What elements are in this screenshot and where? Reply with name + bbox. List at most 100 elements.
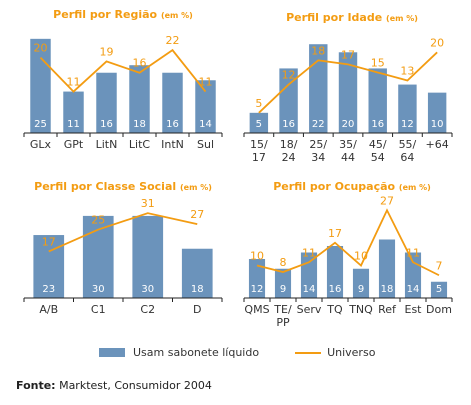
line-value-label: 18: [311, 44, 325, 57]
bar-value-label: 12: [401, 119, 414, 130]
line-value-label: 17: [42, 235, 56, 248]
line-value-label: 11: [302, 246, 316, 259]
category-label: +64: [426, 138, 449, 151]
bar: [181, 248, 213, 298]
bar: [352, 268, 370, 298]
category-label: TQ: [326, 303, 343, 316]
legend-line-label: Universo: [327, 346, 376, 359]
bar: [427, 92, 447, 133]
bar: [195, 80, 216, 133]
line-value-label: 27: [380, 194, 394, 207]
category-label: 55/64: [399, 138, 417, 164]
bar-value-label: 11: [67, 119, 80, 130]
chart-title: Perfil por Região (em %): [53, 8, 193, 21]
bar-value-label: 23: [42, 284, 55, 295]
line-value-label: 15: [371, 56, 385, 69]
bar: [96, 72, 117, 133]
bar-value-label: 14: [199, 119, 212, 130]
line-value-label: 12: [282, 69, 296, 82]
category-label: LitC: [129, 138, 150, 151]
chart-title: Perfil por Idade (em %): [286, 11, 418, 24]
line-value-label: 19: [100, 45, 114, 58]
line-value-label: 20: [430, 36, 444, 49]
bar: [326, 246, 344, 298]
line-value-label: 17: [341, 48, 355, 61]
category-label: C2: [140, 303, 155, 316]
bar-value-label: 16: [100, 119, 113, 130]
category-label: Dom: [426, 303, 452, 316]
category-label: TE/PP: [273, 303, 292, 329]
category-label: Sul: [197, 138, 214, 151]
bar: [430, 281, 448, 298]
bar: [279, 68, 298, 133]
bar-value-label: 20: [342, 119, 355, 130]
line-value-label: 10: [250, 250, 264, 263]
bar: [274, 268, 292, 298]
category-label: TNQ: [348, 303, 373, 316]
line-value-label: 5: [255, 97, 262, 110]
universe-line: [258, 51, 438, 114]
line-value-label: 11: [199, 76, 213, 89]
bar-value-label: 9: [280, 284, 286, 295]
bar: [338, 52, 358, 133]
line-value-label: 22: [166, 34, 180, 47]
line-value-label: 8: [280, 256, 287, 269]
bar: [132, 215, 164, 298]
bar-value-label: 18: [381, 284, 394, 295]
line-value-label: 25: [91, 214, 105, 227]
category-label: LitN: [96, 138, 118, 151]
chart-title: Perfil por Classe Social (em %): [34, 180, 212, 193]
line-value-label: 20: [34, 42, 48, 55]
category-label: 45/54: [369, 138, 387, 164]
bar-value-label: 30: [141, 284, 154, 295]
bar: [368, 68, 387, 133]
legend-line-swatch: [295, 351, 322, 354]
category-label: QMS: [244, 303, 269, 316]
bar: [309, 44, 328, 133]
category-label: A/B: [39, 303, 58, 316]
category-label: IntN: [161, 138, 184, 151]
bar: [129, 65, 150, 133]
category-label: 35/44: [339, 138, 357, 164]
bar: [398, 84, 417, 133]
line-value-label: 11: [67, 76, 81, 89]
bar-value-label: 22: [312, 119, 325, 130]
universe-line: [39, 48, 207, 93]
universe-line: [256, 208, 440, 277]
line-value-label: 17: [328, 227, 342, 240]
category-label: C1: [91, 303, 106, 316]
category-label: 15/17: [250, 138, 268, 164]
line-value-label: 7: [436, 259, 443, 272]
chart-title: Perfil por Ocupação (em %): [273, 180, 431, 193]
category-label: Serv: [297, 303, 322, 316]
legend-bar-swatch: [99, 348, 125, 357]
source-label: Fonte:: [16, 379, 56, 392]
bar-value-label: 18: [191, 284, 204, 295]
line-value-label: 27: [190, 208, 204, 221]
bar-value-label: 16: [329, 284, 342, 295]
line-value-label: 10: [354, 250, 368, 263]
bar: [63, 91, 84, 133]
bar: [248, 259, 266, 298]
line-value-label: 16: [133, 57, 147, 70]
category-label: Ref: [378, 303, 397, 316]
legend-bar-label: Usam sabonete líquido: [133, 346, 260, 359]
charts-canvas: Perfil por Região (em %) 25 11 16 18 16 14 20 11…: [23, 8, 453, 329]
bar-value-label: 18: [133, 119, 146, 130]
bar-value-label: 12: [251, 284, 264, 295]
bar: [33, 235, 65, 298]
legend: Usam sabonete líquido Universo: [99, 346, 375, 359]
bar-value-label: 14: [303, 284, 316, 295]
bar: [249, 112, 269, 133]
bar-value-label: 16: [282, 119, 295, 130]
category-label: D: [193, 303, 201, 316]
bar-value-label: 25: [34, 119, 47, 130]
line-value-label: 11: [406, 246, 420, 259]
source-text: Marktest, Consumidor 2004: [55, 379, 212, 392]
bar: [162, 72, 183, 133]
category-label: 18/24: [280, 138, 298, 164]
category-label: Est: [405, 303, 423, 316]
bar-value-label: 5: [436, 284, 442, 295]
bar-value-label: 16: [371, 119, 384, 130]
bar-value-label: 10: [431, 119, 444, 130]
